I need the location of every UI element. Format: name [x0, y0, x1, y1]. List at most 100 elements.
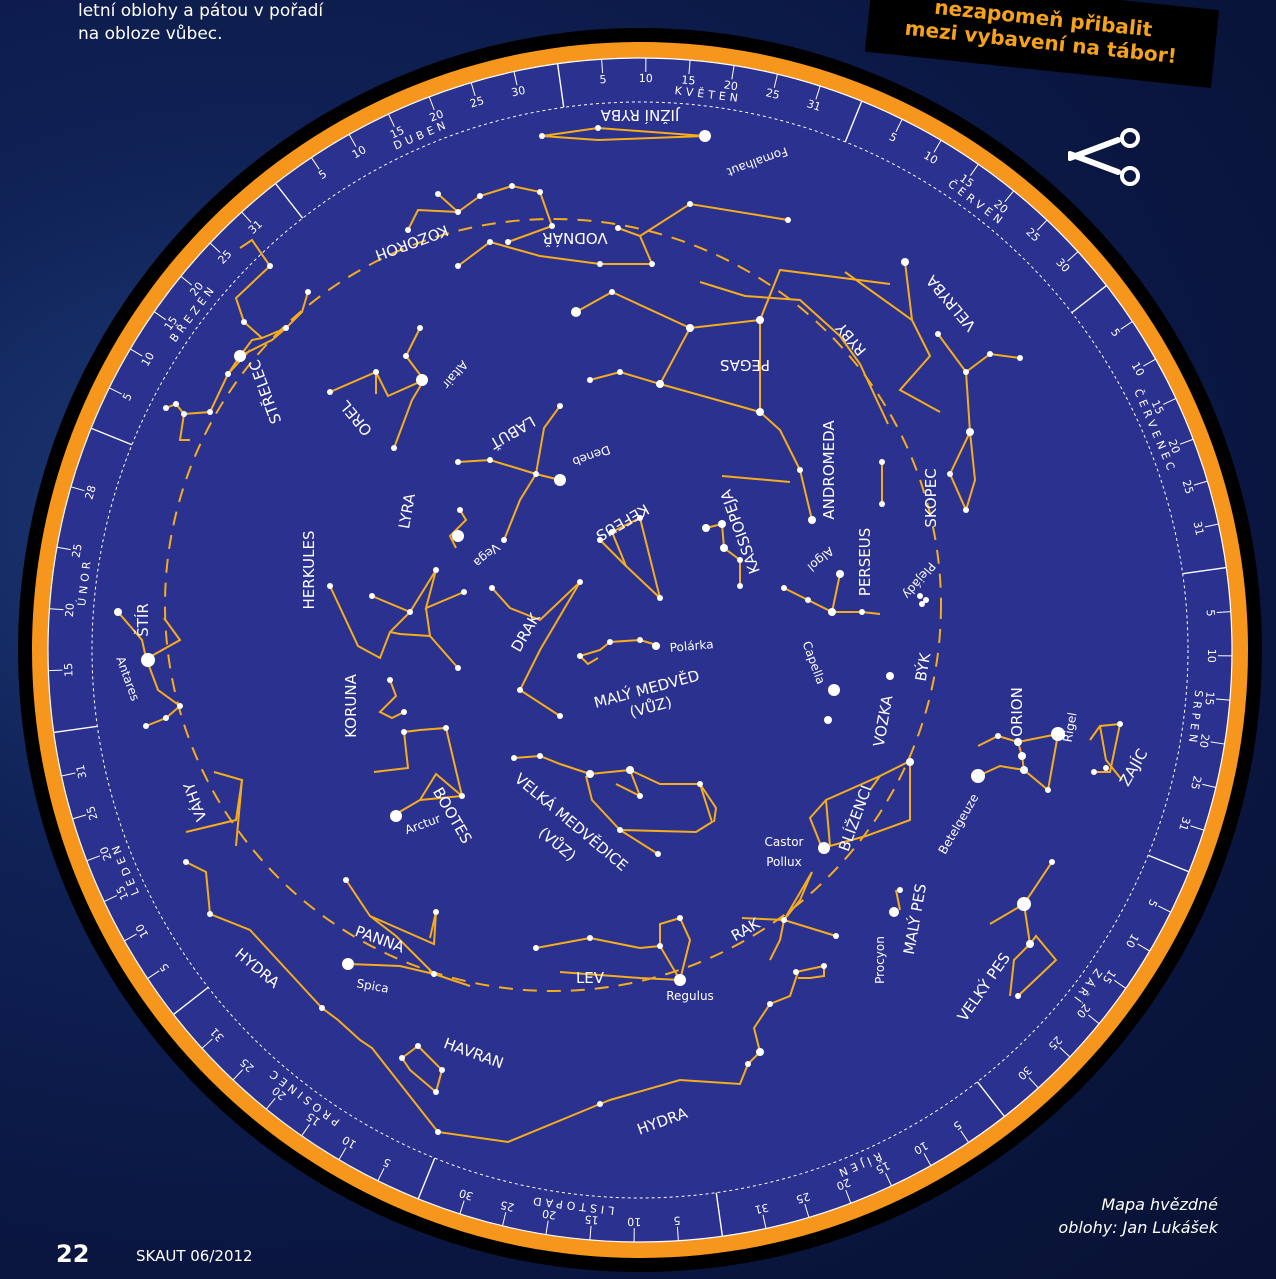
day-label: 10 [912, 1139, 931, 1157]
credit-line-2: oblohy: Jan Lukášek [1058, 1218, 1218, 1237]
day-tick [1190, 825, 1205, 831]
date-ring-outer-line [47, 57, 1233, 1243]
day-tick [885, 1173, 892, 1187]
star-pollux: Pollux [766, 855, 802, 869]
day-label: 15 [114, 884, 132, 902]
label-jizni-ryba: JIŽNÍ RYBA [600, 106, 680, 125]
label-skopec: SKOPEC [922, 468, 940, 527]
day-tick [348, 134, 357, 147]
month-boundary-tick [844, 100, 863, 143]
day-tick [895, 118, 903, 132]
page-number: 22 [56, 1240, 90, 1268]
day-label: 15 [1149, 398, 1167, 416]
star-rigel: Rigel [1061, 711, 1080, 743]
day-label: 20 [1197, 733, 1212, 749]
day-tick [804, 1203, 810, 1218]
day-label: 25 [499, 1198, 516, 1214]
month-boundary-tick [274, 183, 304, 219]
day-label: 20 [63, 603, 77, 618]
day-tick [502, 1212, 507, 1226]
month-label: ÚNOR [75, 557, 94, 607]
day-tick [1087, 1014, 1100, 1025]
day-tick [513, 71, 518, 86]
day-tick [1163, 398, 1177, 405]
label-pegas: PEGAS [720, 356, 770, 374]
day-tick [1215, 698, 1230, 701]
day-tick [124, 933, 137, 942]
month-boundary-tick [715, 1192, 724, 1237]
day-tick [86, 855, 101, 862]
intro-text: letní oblohy a pátou v pořadí na obloze … [78, 1, 324, 44]
day-label: 31 [753, 1201, 769, 1217]
day-label: 5 [673, 1214, 681, 1227]
day-tick [1120, 320, 1133, 330]
day-label: 20 [723, 78, 739, 93]
day-label: 15 [874, 1159, 892, 1177]
day-tick [1193, 480, 1208, 486]
day-label: 15 [62, 663, 75, 677]
day-tick [1202, 783, 1216, 788]
day-tick [762, 1214, 767, 1229]
day-label: 10 [1123, 931, 1141, 950]
day-label: 25 [1180, 478, 1196, 495]
day-tick [241, 211, 252, 223]
month-boundary-tick [1147, 854, 1190, 873]
day-tick [49, 608, 64, 611]
scissors-icon [1068, 128, 1140, 186]
day-tick [428, 96, 435, 111]
day-tick [1036, 219, 1048, 231]
day-label: 10 [639, 72, 653, 85]
label-herkules: HERKULES [300, 531, 318, 610]
constellation-lines [117, 126, 1123, 1144]
day-tick [153, 311, 166, 321]
day-label: 15 [388, 124, 406, 142]
label-orion: ORION [1008, 687, 1026, 737]
day-label: 25 [468, 94, 485, 110]
day-tick [933, 140, 942, 153]
day-label: 25 [70, 543, 85, 559]
day-tick [601, 59, 604, 74]
month-boundary-tick [1071, 284, 1107, 314]
month-boundary-tick [90, 427, 133, 446]
date-scale-ring [48, 58, 1232, 1242]
ecliptic-path [164, 218, 942, 992]
month-boundary-tick [417, 1157, 436, 1200]
star-regulus: Regulus [666, 989, 714, 1003]
day-label: 25 [1188, 774, 1204, 791]
day-label: 20 [428, 107, 446, 124]
month-boundary-tick [556, 63, 565, 108]
day-tick [201, 1038, 213, 1049]
day-tick [388, 113, 395, 127]
day-tick [72, 814, 87, 820]
day-label: 31 [805, 97, 822, 114]
day-label: 25 [794, 1190, 811, 1206]
day-tick [845, 1189, 852, 1204]
day-tick [1028, 1077, 1039, 1089]
month-boundary-tick [976, 1081, 1006, 1117]
label-andromeda: ANDROMEDA [820, 420, 838, 520]
star-polarka: Polárka [669, 637, 714, 655]
day-tick [545, 1220, 549, 1235]
day-label: 31 [1176, 815, 1193, 832]
day-label: 10 [1129, 360, 1147, 379]
day-label: 10 [1205, 649, 1218, 663]
credit-line-1: Mapa hvězdné [1101, 1195, 1218, 1214]
day-tick [232, 1069, 244, 1081]
day-label: 20 [97, 845, 114, 863]
day-label: 10 [139, 350, 157, 369]
magazine-issue: SKAUT 06/2012 [136, 1247, 253, 1265]
day-tick [589, 1225, 592, 1240]
day-label: 10 [627, 1215, 641, 1228]
day-label: 10 [340, 1133, 359, 1151]
day-tick [338, 1147, 347, 1160]
label-perseus: PERSEUS [856, 528, 874, 596]
day-label: 10 [350, 143, 369, 161]
label-lev: LEV [576, 969, 605, 987]
day-tick [1204, 523, 1219, 528]
day-tick [61, 772, 76, 777]
day-tick [1143, 358, 1156, 367]
day-tick [1216, 611, 1231, 614]
day-tick [459, 1200, 465, 1215]
day-label: 15 [681, 73, 696, 87]
